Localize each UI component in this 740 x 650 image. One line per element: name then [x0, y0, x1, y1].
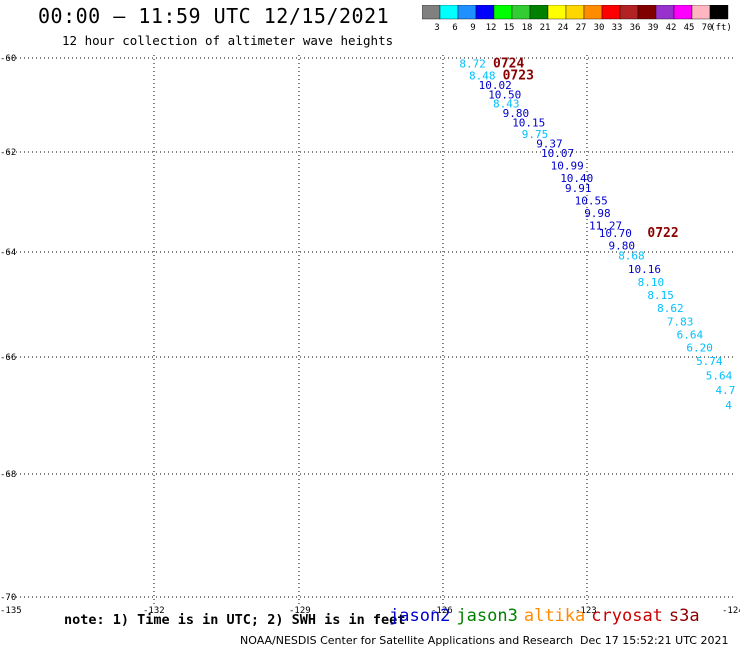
- y-tick-label: -64: [0, 248, 16, 258]
- swh-value-label: 10.40: [560, 172, 593, 185]
- colorbar-label: 24: [558, 23, 569, 33]
- units-note: note: 1) Time is in UTC; 2) SWH is in fe…: [64, 612, 406, 628]
- y-tick-label: -60: [0, 54, 16, 64]
- satellite-legend-jason3: jason3: [456, 606, 518, 626]
- swh-value-label: 10.55: [575, 195, 608, 208]
- swh-value-label: 9.80: [503, 107, 529, 120]
- generated-timestamp: Dec 17 15:52:21 UTC 2021: [580, 634, 729, 647]
- swh-value-label: 9.75: [522, 128, 549, 141]
- y-tick-label: -70: [0, 593, 16, 603]
- satellite-legend-cryosat: cryosat: [591, 606, 663, 626]
- swh-value-label: 10.07: [541, 147, 574, 160]
- satellite-legend-s3a: s3a: [668, 606, 700, 626]
- swh-value-label: 5.74: [696, 355, 723, 368]
- x-tick-label: -124: [722, 606, 740, 616]
- colorbar-label: 27: [576, 23, 587, 33]
- satellite-legend: jason2 jason3 altika cryosat s3a: [389, 606, 706, 626]
- colorbar-label: (ft): [710, 23, 732, 33]
- swh-value-label: 10.16: [628, 263, 661, 276]
- y-tick-label: -62: [0, 148, 16, 158]
- swh-value-label: 5.64: [706, 370, 733, 383]
- pass-number-label: 0722: [647, 226, 678, 241]
- swh-value-label: 10.99: [551, 160, 584, 173]
- colorbar-label: 70: [702, 23, 713, 33]
- swh-value-label: 10.70: [599, 227, 632, 240]
- colorbar-label: 42: [666, 23, 677, 33]
- satellite-legend-altika: altika: [523, 606, 586, 626]
- colorbar-label: 39: [648, 23, 659, 33]
- x-tick-label: -126: [431, 606, 453, 616]
- credit-text: NOAA/NESDIS Center for Satellite Applica…: [240, 634, 574, 647]
- color-scale-legend: 3 6 9 12 15 18 21 24 27 30 33 36 39 42 45 70(ft): [422, 5, 732, 33]
- colorbar-label: 45: [684, 23, 695, 33]
- x-tick-label: -132: [143, 606, 165, 616]
- colorbar-label: 21: [540, 23, 551, 33]
- colorbar-label: 33: [612, 23, 623, 33]
- swh-value-label: 8.68: [618, 250, 645, 263]
- swh-value-label: 9.98: [584, 207, 611, 220]
- satellite-legend-jason2: jason2: [389, 606, 451, 626]
- swh-value-label: 8.62: [657, 302, 684, 315]
- colorbar-label: 3: [434, 23, 439, 33]
- x-tick-label: -135: [0, 606, 22, 616]
- swh-value-label: 8.15: [647, 289, 674, 302]
- x-tick-label: -123: [575, 606, 597, 616]
- swh-value-label: 10.50: [488, 88, 521, 101]
- pass-number-label: 0724: [493, 57, 524, 72]
- swh-value-label: 8.48: [469, 69, 496, 82]
- colorbar-label: 12: [486, 23, 497, 33]
- x-tick-label: -129: [289, 606, 311, 616]
- swh-value-label: 10.15: [512, 116, 545, 129]
- swh-value-label: 10.02: [479, 79, 512, 92]
- swh-value-label: 4: [725, 399, 732, 412]
- colorbar-label: 15: [504, 23, 515, 33]
- swh-value-label: 9.91: [565, 182, 592, 195]
- colorbar-label: 9: [470, 23, 475, 33]
- swh-value-label: 4.7: [716, 384, 736, 397]
- pass-number-label: 0723: [503, 68, 534, 83]
- colorbar-swatch: [709, 5, 729, 20]
- colorbar-label: 36: [630, 23, 641, 33]
- swh-value-label: 11.27: [589, 220, 622, 233]
- y-tick-label: -66: [0, 353, 16, 363]
- swh-value-label: 8.43: [493, 98, 520, 111]
- swh-value-label: 8.10: [638, 276, 665, 289]
- chart-subtitle: 12 hour collection of altimeter wave hei…: [62, 33, 394, 48]
- swh-value-label: 7.83: [667, 315, 694, 328]
- colorbar-label: 18: [522, 23, 533, 33]
- swh-value-label: 9.37: [536, 138, 563, 151]
- chart-title: 00:00 – 11:59 UTC 12/15/2021: [38, 4, 390, 28]
- swh-value-label: 6.64: [677, 328, 704, 341]
- colorbar-label: 6: [452, 23, 457, 33]
- y-tick-label: -68: [0, 470, 16, 480]
- swh-value-label: 8.72: [459, 58, 486, 71]
- swh-value-label: 6.20: [686, 342, 713, 355]
- colorbar-label: 30: [594, 23, 605, 33]
- swh-value-label: 9.80: [608, 240, 635, 253]
